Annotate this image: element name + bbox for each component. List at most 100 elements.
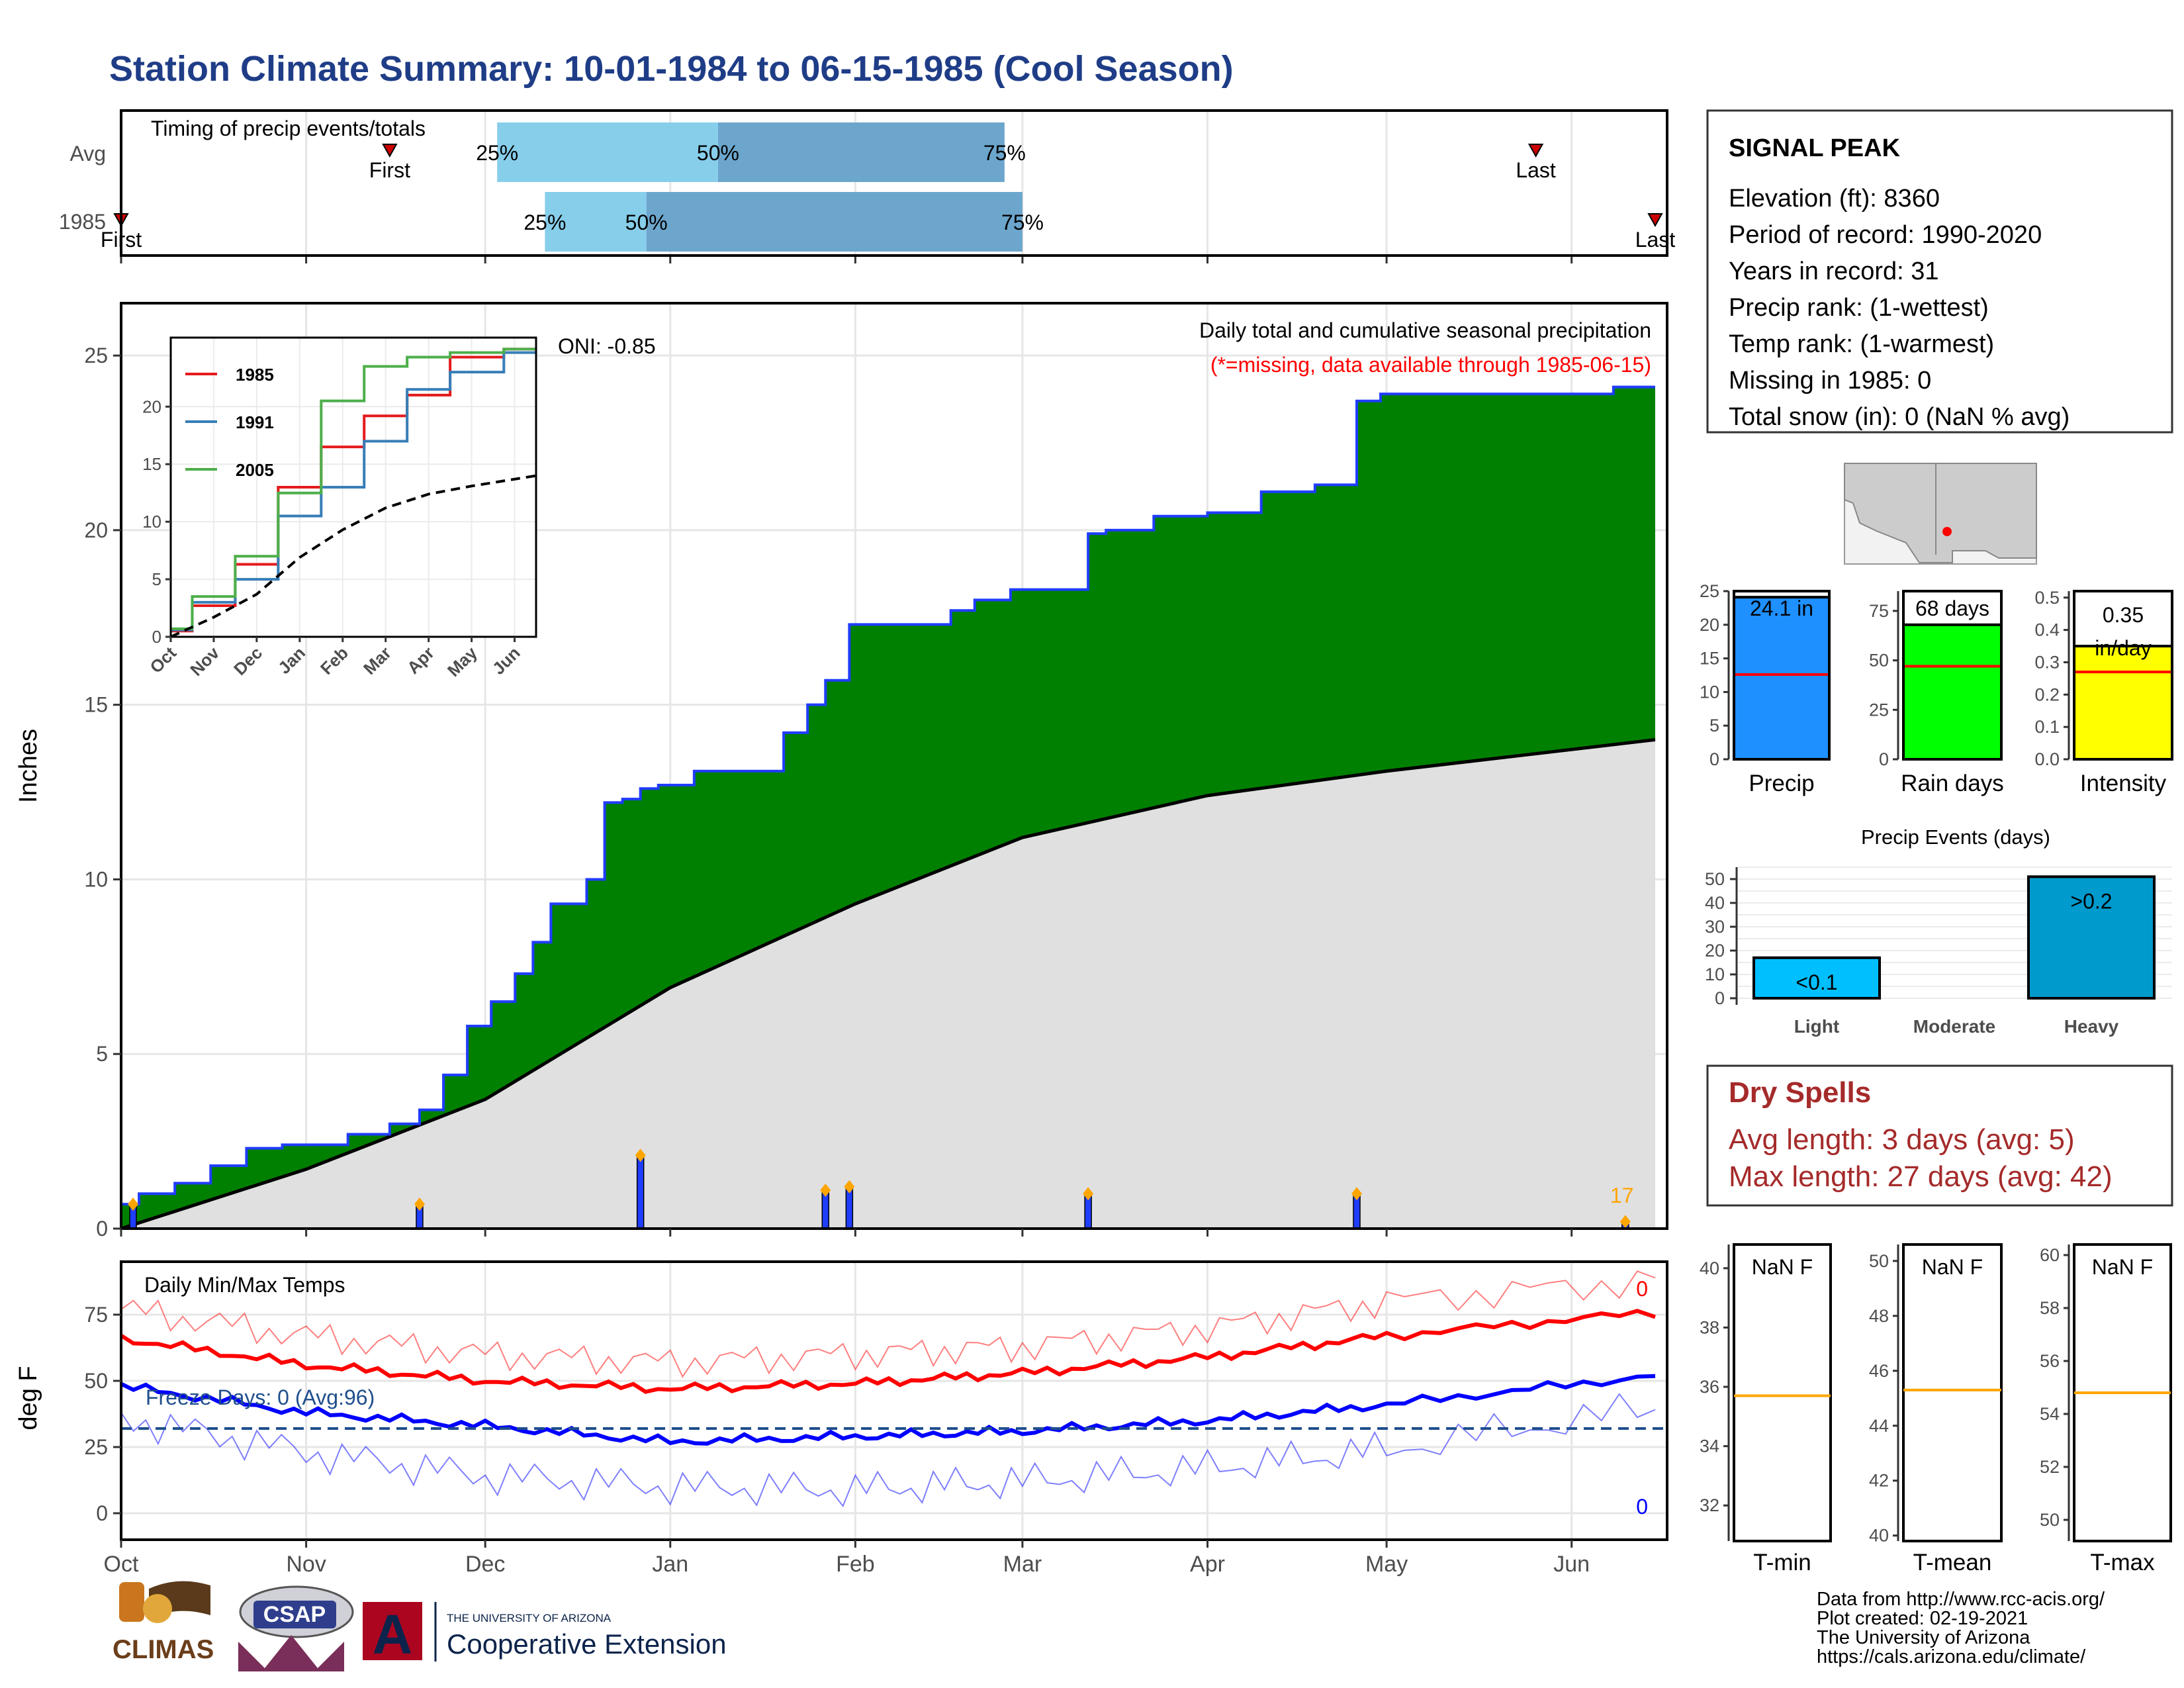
mini-bar-1	[1902, 623, 2003, 761]
timing-bar-25-50-1	[545, 192, 647, 252]
cumulative-precip-line	[120, 385, 1655, 1229]
station-line-snow: Total snow (in): 0 (NaN % avg)	[1729, 403, 2070, 431]
month-label-Dec: Dec	[465, 1552, 505, 1577]
timing-pct-label-1-1: 50%	[625, 211, 668, 234]
timing-pct-label-0-2: 75%	[983, 141, 1026, 165]
precip-event-bar-heavy	[2027, 875, 2156, 1000]
temp-box-tick-label-2-0: 50	[2040, 1510, 2060, 1530]
timing-pct-label-0-0: 25%	[476, 141, 518, 165]
dry-spells-title: Dry Spells	[1729, 1076, 1871, 1109]
inset-ytick-label-4: 20	[142, 397, 161, 416]
station-name: SIGNAL PEAK	[1729, 134, 1901, 162]
station-line-missing: Missing in 1985: 0	[1729, 367, 1931, 395]
mini-bar-frame-0	[1733, 590, 1831, 761]
inset-series-line-1991	[171, 351, 536, 632]
inset-ytick-label-1: 5	[152, 569, 161, 589]
precip-events-chart: Precip Events (days) <0.1 Light Moderate >0…	[1705, 825, 2172, 1037]
dry-spells-box: Dry Spells Avg length: 3 days (avg: 5) M…	[1706, 1064, 2173, 1207]
temp-summary-boxes: 32 34 36 38 40 NaN F T-min 40 42 44 46 48 50 NaN F T-m…	[1700, 1243, 2172, 1575]
precip-annotation-missing: (*=missing, data available through 1985-…	[1210, 353, 1651, 377]
daily-precip-marker-6	[1351, 1187, 1362, 1201]
timing-bar-25-50-0	[497, 122, 718, 182]
timing-pct-label-1-2: 75%	[1001, 211, 1044, 234]
mini-bar-value-unit-2: in/day	[2095, 636, 2151, 660]
precip-annotation-title: Daily total and cumulative seasonal prec…	[1199, 318, 1651, 342]
temp-box-tick-label-1-5: 50	[1869, 1251, 1889, 1271]
station-line-elevation: Elevation (ft): 8360	[1729, 185, 1940, 212]
station-location-dot	[1942, 527, 1952, 536]
mini-bar-frame-2	[2073, 590, 2173, 761]
timing-pct-label-0-1: 50%	[697, 141, 739, 165]
temp-chart-frame	[120, 1260, 1668, 1541]
events-ytick-label-4: 40	[1705, 893, 1725, 913]
precip-y-axis-label: Inches	[15, 729, 42, 803]
temp-ytick-label-0: 0	[96, 1501, 108, 1525]
events-ytick-label-0: 0	[1715, 988, 1725, 1008]
min-temp-avg-line	[120, 1374, 1656, 1446]
legend-label-1985: 1985	[236, 365, 274, 385]
month-label-Nov: Nov	[286, 1552, 326, 1577]
mini-bar-label-1: Rain days	[1901, 771, 2004, 796]
dry-spells-avg-line: Avg length: 3 days (avg: 5)	[1729, 1123, 2075, 1156]
precip-chart: 0 5 10 15 20 25 Inches Daily total and cumula…	[15, 302, 1668, 1241]
temp-ytick-label-1: 25	[84, 1435, 108, 1459]
daily-precip-bar-2	[636, 1154, 645, 1229]
temp-box-tick-label-0-0: 32	[1700, 1495, 1719, 1515]
temp-box-value-0: NaN F	[1752, 1255, 1813, 1279]
daily-precip-marker-7	[1619, 1215, 1631, 1229]
temp-box-tick-label-0-4: 40	[1700, 1258, 1719, 1278]
mini-bar-value-label-1: 68 days	[1915, 596, 1989, 620]
min-temp-count: 0	[1636, 1495, 1648, 1519]
timing-last-label-1: Last	[1635, 228, 1676, 252]
month-label-Mar: Mar	[1003, 1552, 1042, 1577]
climas-logo: CLIMAS	[113, 1581, 214, 1664]
station-line-precip-rank: Precip rank: (1-wettest)	[1729, 294, 1989, 322]
ua-logo-block	[363, 1602, 422, 1660]
max-temp-record-line	[120, 1270, 1656, 1378]
legend-label-2005: 2005	[236, 460, 274, 480]
mini-bar-value-label-0: 24.1 in	[1750, 596, 1813, 620]
inset-normal-line	[170, 474, 537, 638]
dry-spells-frame	[1706, 1064, 2173, 1207]
mini-bar-value-label-2: 0.35	[2103, 603, 2144, 627]
station-line-temp-rank: Temp rank: (1-warmest)	[1729, 330, 1994, 358]
precip-ytick-label-4: 20	[84, 518, 108, 542]
temp-box-tick-label-0-2: 36	[1700, 1377, 1719, 1397]
daily-precip-marker-5	[1083, 1187, 1094, 1201]
mini-bar-label-0: Precip	[1749, 771, 1814, 796]
temp-chart: 0 25 50 75 Oct Nov Dec Jan Feb Mar Apr May Jun deg …	[15, 1260, 1668, 1577]
timing-row-label-avg: Avg	[69, 142, 106, 165]
mini-bar-tick-label-1-0: 0	[1879, 749, 1889, 769]
station-line-years: Years in record: 31	[1729, 258, 1939, 285]
normal-precip-line	[120, 737, 1656, 1231]
temp-box-value-1: NaN F	[1922, 1255, 1983, 1279]
min-temp-record-line	[120, 1393, 1656, 1508]
mini-bar-tick-label-0-2: 10	[1700, 682, 1719, 702]
timing-first-label-0: First	[369, 158, 410, 182]
ua-big-text: Cooperative Extension	[447, 1628, 727, 1660]
daily-precip-marker-4	[844, 1180, 855, 1194]
max-temp-count: 0	[1636, 1277, 1648, 1301]
mini-bar-tick-label-2-2: 0.2	[2034, 684, 2060, 704]
events-ytick-label-1: 10	[1705, 964, 1725, 984]
mini-bar-tick-label-2-5: 0.5	[2034, 588, 2060, 608]
precip-ytick-label-5: 25	[84, 344, 108, 367]
temp-box-tick-label-2-3: 56	[2040, 1351, 2060, 1371]
climas-logo-mark	[119, 1582, 144, 1622]
precip-event-bar-light	[1752, 956, 1881, 1000]
temp-box-tick-label-2-5: 60	[2040, 1245, 2060, 1265]
daily-precip-marker-0	[128, 1197, 139, 1211]
month-label-Feb: Feb	[836, 1552, 875, 1577]
mini-bar-tick-label-1-1: 25	[1869, 700, 1889, 720]
temp-ytick-label-3: 75	[84, 1303, 108, 1327]
precip-event-category-2: Heavy	[2064, 1016, 2119, 1037]
timing-bar-50-75-0	[717, 122, 1005, 182]
temp-box-label-2: T-max	[2090, 1550, 2155, 1575]
temp-box-tick-label-0-3: 38	[1700, 1317, 1719, 1337]
timing-panel-frame	[120, 109, 1668, 257]
temp-box-label-1: T-mean	[1913, 1550, 1992, 1575]
precip-ytick-label-0: 0	[96, 1217, 108, 1241]
credit-line-url: https://cals.arizona.edu/climate/	[1817, 1646, 2086, 1667]
inset-ytick-label-2: 10	[142, 512, 161, 532]
